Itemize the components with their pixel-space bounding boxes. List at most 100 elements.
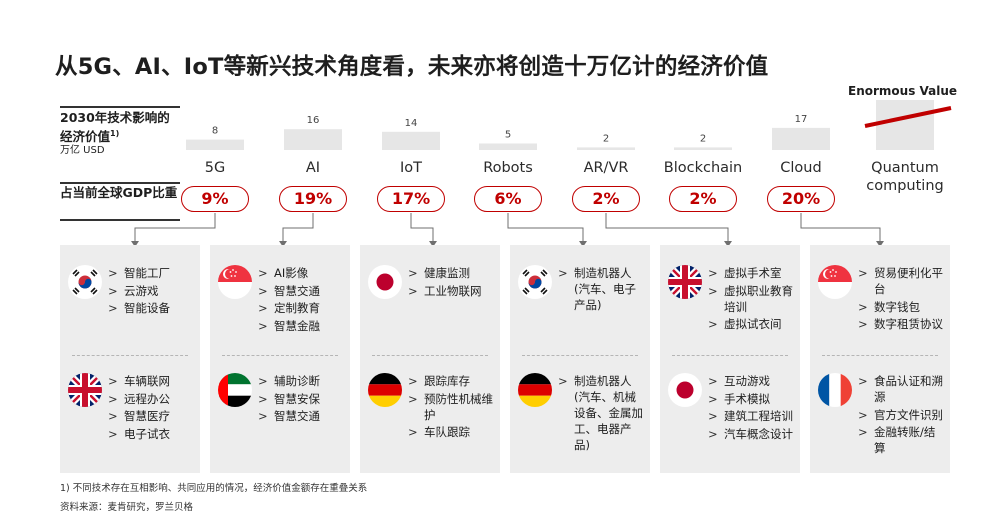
use-case-item: 汽车概念设计 (708, 426, 794, 442)
bar-ar-vr (577, 147, 635, 150)
use-case-list: 制造机器人(汽车、机械设备、金属加工、电器产品) (558, 373, 644, 455)
germany-flag-icon (518, 373, 552, 407)
japan-flag-icon (668, 373, 702, 407)
use-case-item: 数字租赁协议 (858, 316, 944, 332)
use-case-item: 互动游戏 (708, 373, 794, 389)
divider (672, 355, 788, 356)
use-case-item: 贸易便利化平台 (858, 265, 944, 297)
use-case-list: 健康监测工业物联网 (408, 265, 494, 300)
japan-flag-icon (368, 265, 402, 299)
use-case-list: 智能工厂云游戏智能设备 (108, 265, 194, 318)
unit-label: 万亿 USD (60, 145, 105, 157)
gdp-share-badge-robots: 6% (474, 186, 542, 212)
bar-robots (479, 143, 537, 150)
use-case-panel: 健康监测工业物联网跟踪库存预防性机械维护车队跟踪 (360, 245, 500, 473)
gdp-share-badge-5g: 9% (181, 186, 249, 212)
use-case-item: 虚拟手术室 (708, 265, 794, 281)
united-kingdom-flag-icon (668, 265, 702, 299)
category-label-iot: IoT (399, 160, 422, 176)
use-case-item: 智慧交通 (258, 408, 344, 424)
use-case-panel: 智能工厂云游戏智能设备车辆联网远程办公智慧医疗电子试衣 (60, 245, 200, 473)
connector-1 (282, 213, 314, 242)
use-case-item: 云游戏 (108, 283, 194, 299)
use-case-item: 智慧安保 (258, 391, 344, 407)
use-case-item: 健康监测 (408, 265, 494, 281)
use-case-item: 智慧交通 (258, 283, 344, 299)
south-korea-flag-icon (518, 265, 552, 299)
use-case-panel: AI影像智慧交通定制教育智慧金融辅助诊断智慧安保智慧交通 (210, 245, 350, 473)
use-case-item: 手术模拟 (708, 391, 794, 407)
use-case-item: 金融转账/结算 (858, 424, 944, 456)
use-case-item: 车队跟踪 (408, 424, 494, 440)
use-case-item: 车辆联网 (108, 373, 194, 389)
use-case-list: 车辆联网远程办公智慧医疗电子试衣 (108, 373, 194, 443)
category-label-ar-vr: AR/VR (583, 160, 629, 176)
gdp-share-row-label: 占当前全球GDP比重 (60, 182, 180, 221)
value-label-cloud: 17 (795, 114, 808, 125)
use-case-item: 跟踪库存 (408, 373, 494, 389)
use-case-list: AI影像智慧交通定制教育智慧金融 (258, 265, 344, 335)
germany-flag-icon (368, 373, 402, 407)
value-label-5g: 8 (212, 126, 218, 137)
value-label-ai: 16 (307, 115, 320, 126)
use-case-item: 食品认证和溯源 (858, 373, 944, 405)
use-case-list: 互动游戏手术模拟建筑工程培训汽车概念设计 (708, 373, 794, 443)
use-case-item: 预防性机械维护 (408, 391, 494, 423)
gdp-share-badge-blockchain: 2% (669, 186, 737, 212)
singapore-flag-icon (218, 265, 252, 299)
connector-5 (800, 213, 881, 242)
divider (222, 355, 338, 356)
use-case-list: 贸易便利化平台数字钱包数字租赁协议 (858, 265, 944, 334)
use-case-item: 电子试衣 (108, 426, 194, 442)
connector-4 (605, 213, 729, 242)
united-kingdom-flag-icon (68, 373, 102, 407)
footnote-marker: 1) (110, 129, 120, 138)
category-label-quantum-computing: Quantum computing (866, 160, 944, 194)
use-case-item: 制造机器人(汽车、电子产品) (558, 265, 644, 313)
use-case-list: 制造机器人(汽车、电子产品) (558, 265, 644, 315)
divider (822, 355, 938, 356)
enormous-value-mark (864, 106, 952, 128)
use-case-item: 工业物联网 (408, 283, 494, 299)
use-case-item: 虚拟试衣间 (708, 316, 794, 332)
footnote: 1) 不同技术存在互相影响、共同应用的情况，经济价值金额存在重叠关系 (60, 483, 368, 494)
use-case-item: AI影像 (258, 265, 344, 281)
category-label-robots: Robots (483, 160, 533, 176)
use-case-item: 定制教育 (258, 300, 344, 316)
gdp-share-badge-ai: 19% (279, 186, 347, 212)
economic-value-row-label: 2030年技术影响的经济价值1) 万亿 USD (60, 106, 180, 158)
use-case-item: 智慧金融 (258, 318, 344, 334)
use-case-item: 智能设备 (108, 300, 194, 316)
use-case-item: 官方文件识别 (858, 407, 944, 423)
use-case-item: 虚拟职业教育培训 (708, 283, 794, 315)
gdp-share-badge-ar-vr: 2% (572, 186, 640, 212)
use-case-panel: 贸易便利化平台数字钱包数字租赁协议食品认证和溯源官方文件识别金融转账/结算 (810, 245, 950, 473)
use-case-panel: 虚拟手术室虚拟职业教育培训虚拟试衣间互动游戏手术模拟建筑工程培训汽车概念设计 (660, 245, 800, 473)
bar-ai (284, 129, 342, 150)
value-label-ar-vr: 2 (603, 133, 609, 144)
source-note: 资料来源：麦肯研究，罗兰贝格 (60, 502, 194, 513)
page-title: 从5G、AI、IoT等新兴技术角度看，未来亦将创造十万亿计的经济价值 (55, 54, 769, 80)
value-label-iot: 14 (405, 118, 418, 129)
gdp-share-badge-iot: 17% (377, 186, 445, 212)
use-case-list: 虚拟手术室虚拟职业教育培训虚拟试衣间 (708, 265, 794, 334)
singapore-flag-icon (818, 265, 852, 299)
category-label-cloud: Cloud (780, 160, 822, 176)
use-case-item: 智能工厂 (108, 265, 194, 281)
use-case-item: 数字钱包 (858, 299, 944, 315)
use-case-item: 建筑工程培训 (708, 408, 794, 424)
use-case-list: 跟踪库存预防性机械维护车队跟踪 (408, 373, 494, 442)
bar-blockchain (674, 147, 732, 150)
connector-3 (507, 213, 584, 242)
divider (372, 355, 488, 356)
use-case-list: 辅助诊断智慧安保智慧交通 (258, 373, 344, 426)
use-case-panel: 制造机器人(汽车、电子产品) 制造机器人(汽车、机械设备、金属加工、电器产品) (510, 245, 650, 473)
category-label-ai: AI (305, 160, 321, 176)
economic-value-label: 2030年技术影响的经济价值 (60, 110, 170, 145)
connector-2 (410, 213, 434, 242)
bar-quantum-computing (876, 100, 934, 150)
gdp-share-badge-cloud: 20% (767, 186, 835, 212)
france-flag-icon (818, 373, 852, 407)
enormous-value-label: Enormous Value (848, 84, 958, 98)
use-case-list: 食品认证和溯源官方文件识别金融转账/结算 (858, 373, 944, 458)
